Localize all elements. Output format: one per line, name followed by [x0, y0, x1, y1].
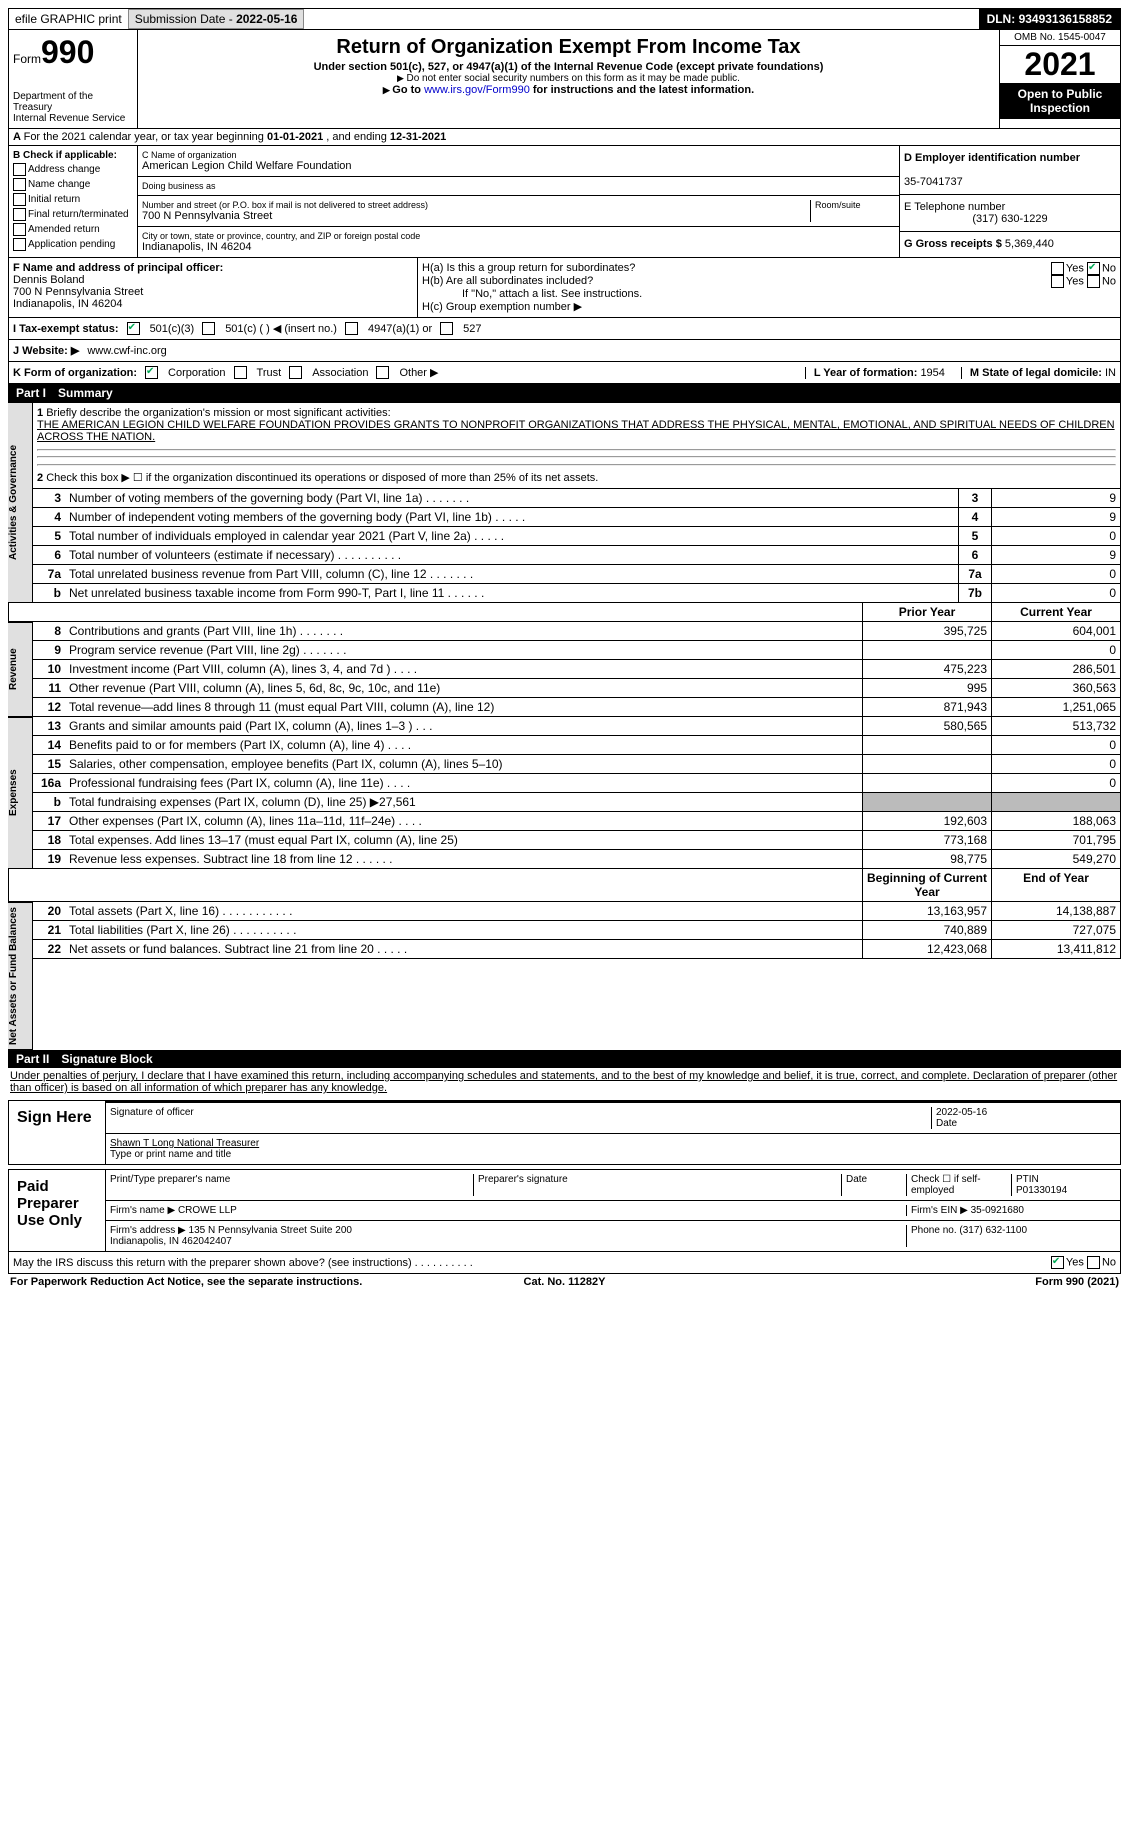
gross-receipts: 5,369,440: [1005, 238, 1054, 250]
cb-name-change[interactable]: Name change: [13, 178, 133, 191]
cb-4947[interactable]: [345, 322, 358, 335]
summary-line: 18Total expenses. Add lines 13–17 (must …: [33, 831, 1121, 850]
section-i: I Tax-exempt status: 501(c)(3) 501(c) ( …: [8, 318, 1121, 340]
summary-governance: Activities & Governance 1 Briefly descri…: [8, 402, 1121, 603]
cb-501c3[interactable]: [127, 322, 140, 335]
summary-line: 14Benefits paid to or for members (Part …: [33, 736, 1121, 755]
cb-corp[interactable]: [145, 366, 158, 379]
phone: (317) 630-1229: [904, 213, 1116, 225]
org-name: American Legion Child Welfare Foundation: [142, 160, 895, 172]
discuss-row: May the IRS discuss this return with the…: [8, 1252, 1121, 1274]
phone-box: E Telephone number (317) 630-1229: [900, 195, 1120, 232]
discuss-no[interactable]: [1087, 1256, 1100, 1269]
summary-line: 15Salaries, other compensation, employee…: [33, 755, 1121, 774]
tax-year: 2021: [1000, 46, 1120, 83]
paid-preparer-label: Paid Preparer Use Only: [9, 1170, 105, 1251]
section-f: F Name and address of principal officer:…: [9, 258, 418, 317]
cb-initial-return[interactable]: Initial return: [13, 193, 133, 206]
city: Indianapolis, IN 46204: [142, 241, 895, 253]
summary-line: 13Grants and similar amounts paid (Part …: [33, 717, 1121, 736]
penalties-text: Under penalties of perjury, I declare th…: [8, 1068, 1121, 1096]
summary-line: 16aProfessional fundraising fees (Part I…: [33, 774, 1121, 793]
cb-pending[interactable]: Application pending: [13, 238, 133, 251]
ein: 35-7041737: [904, 176, 963, 188]
summary-line: 11Other revenue (Part VIII, column (A), …: [33, 679, 1121, 698]
summary-line: 4Number of independent voting members of…: [33, 508, 1121, 527]
firm-name: CROWE LLP: [178, 1205, 237, 1216]
form-header: Form990 Department of the Treasury Inter…: [8, 30, 1121, 129]
summary-section: Expenses13Grants and similar amounts pai…: [8, 717, 1121, 869]
summary-line: 22Net assets or fund balances. Subtract …: [33, 940, 1121, 959]
sign-here-section: Sign Here Signature of officer 2022-05-1…: [8, 1100, 1121, 1165]
section-b: B Check if applicable: Address change Na…: [9, 146, 138, 257]
summary-line: 3Number of voting members of the governi…: [33, 489, 1121, 508]
summary-section: Net Assets or Fund Balances20Total asset…: [8, 902, 1121, 1050]
discuss-yes[interactable]: [1051, 1256, 1064, 1269]
summary-line: 17Other expenses (Part IX, column (A), l…: [33, 812, 1121, 831]
summary-line: 10Investment income (Part VIII, column (…: [33, 660, 1121, 679]
street-box: Number and street (or P.O. box if mail i…: [138, 196, 899, 227]
mission-text: THE AMERICAN LEGION CHILD WELFARE FOUNDA…: [37, 419, 1115, 443]
org-name-box: C Name of organization American Legion C…: [138, 146, 899, 177]
signer-name: Shawn T Long National Treasurer: [110, 1138, 259, 1149]
ssn-note: Do not enter social security numbers on …: [146, 73, 991, 84]
main-info: B Check if applicable: Address change Na…: [8, 146, 1121, 258]
summary-line: 9Program service revenue (Part VIII, lin…: [33, 641, 1121, 660]
submission-date-button[interactable]: Submission Date - 2022-05-16: [128, 9, 305, 29]
cb-address-change[interactable]: Address change: [13, 163, 133, 176]
public-inspection: Open to Public Inspection: [1000, 83, 1120, 119]
section-j: J Website: ▶ www.cwf-inc.org: [8, 340, 1121, 362]
summary-line: 6Total number of volunteers (estimate if…: [33, 546, 1121, 565]
form-title: Return of Organization Exempt From Incom…: [146, 36, 991, 59]
section-h: H(a) Is this a group return for subordin…: [418, 258, 1120, 317]
omb-number: OMB No. 1545-0047: [1000, 30, 1120, 46]
page-footer: For Paperwork Reduction Act Notice, see …: [8, 1274, 1121, 1290]
summary-line: bTotal fundraising expenses (Part IX, co…: [33, 793, 1121, 812]
gross-receipts-box: G Gross receipts $ 5,369,440: [900, 232, 1120, 256]
summary-line: 19Revenue less expenses. Subtract line 1…: [33, 850, 1121, 869]
city-box: City or town, state or province, country…: [138, 227, 899, 257]
governance-vlabel: Activities & Governance: [8, 402, 33, 603]
officer-row: F Name and address of principal officer:…: [8, 258, 1121, 318]
sign-here-label: Sign Here: [9, 1101, 105, 1164]
cb-527[interactable]: [440, 322, 453, 335]
title-box: Return of Organization Exempt From Incom…: [138, 30, 999, 128]
form-subtitle: Under section 501(c), 527, or 4947(a)(1)…: [146, 61, 991, 73]
part1-header: Part I Summary: [8, 384, 1121, 402]
part2-header: Part II Signature Block: [8, 1050, 1121, 1068]
paid-preparer-section: Paid Preparer Use Only Print/Type prepar…: [8, 1169, 1121, 1252]
street: 700 N Pennsylvania Street: [142, 210, 810, 222]
efile-label: efile GRAPHIC print: [9, 10, 128, 28]
website: www.cwf-inc.org: [87, 345, 166, 357]
ein-box: D Employer identification number 35-7041…: [900, 146, 1120, 195]
year-box: OMB No. 1545-0047 2021 Open to Public In…: [999, 30, 1120, 128]
summary-line: 7aTotal unrelated business revenue from …: [33, 565, 1121, 584]
summary-line: 5Total number of individuals employed in…: [33, 527, 1121, 546]
section-klm: K Form of organization: Corporation Trus…: [8, 362, 1121, 384]
form-number-box: Form990 Department of the Treasury Inter…: [9, 30, 138, 128]
section-a: A For the 2021 calendar year, or tax yea…: [8, 129, 1121, 146]
cb-501c[interactable]: [202, 322, 215, 335]
topbar: efile GRAPHIC print Submission Date - 20…: [8, 8, 1121, 30]
summary-line: 21Total liabilities (Part X, line 26) . …: [33, 921, 1121, 940]
goto-line: Go to www.irs.gov/Form990 for instructio…: [146, 84, 991, 96]
summary-line: 20Total assets (Part X, line 16) . . . .…: [33, 902, 1121, 921]
form990-link[interactable]: www.irs.gov/Form990: [424, 84, 530, 96]
section-deg: D Employer identification number 35-7041…: [899, 146, 1120, 257]
cb-final-return[interactable]: Final return/terminated: [13, 208, 133, 221]
summary-section: Revenue8Contributions and grants (Part V…: [8, 622, 1121, 717]
dln: DLN: 93493136158852: [979, 9, 1120, 29]
cb-assoc[interactable]: [289, 366, 302, 379]
summary-line: 8Contributions and grants (Part VIII, li…: [33, 622, 1121, 641]
summary-line: bNet unrelated business taxable income f…: [33, 584, 1121, 603]
summary-line: 12Total revenue—add lines 8 through 11 (…: [33, 698, 1121, 717]
cb-trust[interactable]: [234, 366, 247, 379]
dba-box: Doing business as: [138, 177, 899, 196]
dept-label: Department of the Treasury Internal Reve…: [13, 91, 133, 124]
mission-block: 1 Briefly describe the organization's mi…: [33, 402, 1121, 489]
section-c: C Name of organization American Legion C…: [138, 146, 899, 257]
cb-other[interactable]: [376, 366, 389, 379]
cb-amended[interactable]: Amended return: [13, 223, 133, 236]
